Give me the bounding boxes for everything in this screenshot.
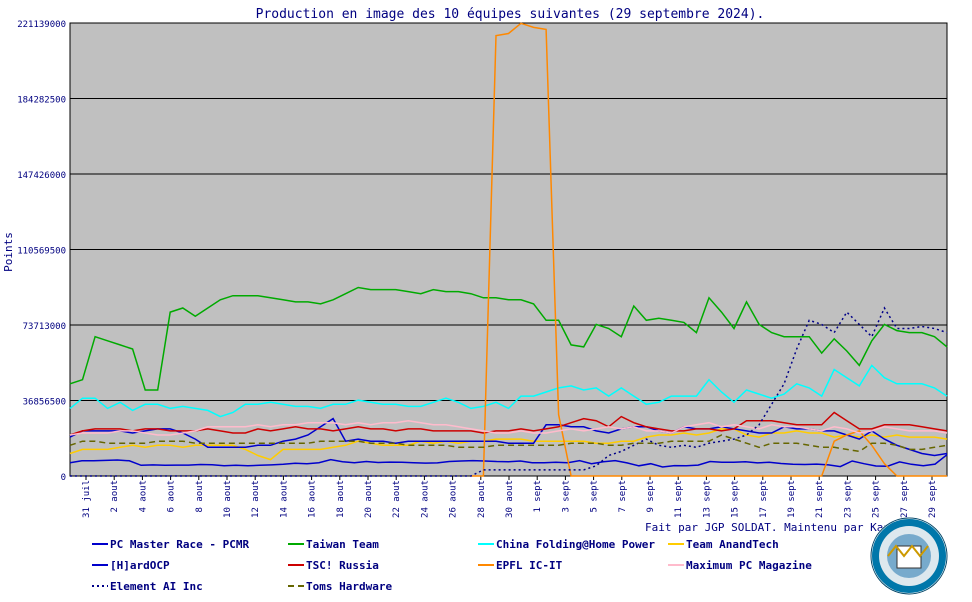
legend-label: PC Master Race - PCMR (110, 538, 249, 551)
y-tick-label: 110569500 (17, 247, 66, 257)
legend-label: Taiwan Team (306, 538, 379, 551)
x-tick-label: 26 aout (449, 480, 459, 518)
x-tick-label: 11 sept (674, 480, 684, 518)
legend-label: Toms Hardware (306, 580, 392, 593)
y-tick-label: 0 (61, 473, 66, 483)
series-line-team-anandtech (69, 428, 948, 461)
x-tick-label: 2 aout (110, 480, 120, 513)
x-tick-label: 31 juil (82, 480, 92, 518)
x-tick-label: 4 aout (138, 480, 148, 513)
x-tick-label: 9 sept (646, 480, 656, 513)
x-tick-label: 6 aout (167, 480, 177, 513)
x-tick-label: 22 aout (392, 480, 402, 518)
series-line-tsc-russia (69, 411, 948, 436)
series-line-element-ai-inc (70, 306, 948, 477)
chart-title: Production en image des 10 équipes suiva… (256, 7, 765, 22)
y-tick-label: 184282500 (17, 96, 66, 106)
legend-label: Element AI Inc (110, 580, 203, 593)
x-tick-label: 14 aout (279, 480, 289, 518)
x-tick-label: 28 aout (477, 480, 487, 518)
series-line-taiwan-team (69, 286, 948, 391)
grid (70, 98, 947, 401)
legend-label: EPFL IC-IT (496, 559, 563, 572)
x-tick-label: 18 aout (336, 480, 346, 518)
x-tick-label: 29 sept (928, 480, 938, 518)
legend-label: [H]ardOCP (110, 559, 170, 572)
legend-label: China Folding@Home Power (496, 538, 655, 551)
series-line--h-ardocp (69, 417, 948, 457)
x-tick-label: 25 sept (872, 480, 882, 518)
x-tick-label: 30 aout (505, 480, 515, 518)
x-tick-label: 12 aout (251, 480, 261, 518)
x-tick-label: 27 sept (900, 480, 910, 518)
x-tick-label: 7 sept (618, 480, 628, 513)
x-tick-label: 13 sept (702, 480, 712, 518)
team-logo (870, 517, 948, 595)
x-tick-label: 17 sept (759, 480, 769, 518)
y-tick-label: 73713000 (23, 322, 66, 332)
series-line-maximum-pc-magazine (69, 419, 948, 436)
legend-label: Maximum PC Magazine (686, 559, 812, 572)
x-tick-label: 10 aout (223, 480, 233, 518)
y-axis: 0 36856500 73713000 110569500 147426000 18428… (17, 20, 66, 483)
x-tick-label: 16 aout (308, 480, 318, 518)
x-tick-label: 23 sept (843, 480, 853, 518)
y-axis-label: Points (2, 232, 15, 272)
x-tick-label: 19 sept (787, 480, 797, 518)
x-tick-label: 8 aout (195, 480, 205, 513)
series-line-toms-hardware (69, 434, 948, 453)
x-axis: 31 juil 2 aout 4 aout 6 aout 8 aout 10 aout 12… (82, 476, 938, 518)
x-tick-label: 3 sept (561, 480, 571, 513)
series-line-pc-master-race-pcmr (69, 454, 948, 468)
legend-label: TSC! Russia (306, 559, 379, 572)
series-group (69, 22, 948, 477)
legend: PC Master Race - PCMR Taiwan Team China Fo… (92, 538, 812, 593)
y-tick-label: 147426000 (17, 171, 66, 181)
series-line-epfl-ic-it (470, 22, 947, 477)
x-tick-label: 24 aout (420, 480, 430, 518)
x-tick-label: 20 aout (364, 480, 374, 518)
x-tick-label: 5 sept (590, 480, 600, 513)
legend-label: Team AnandTech (686, 538, 779, 551)
credit-text: Fait par JGP SOLDAT. Maintenu par Kana-c… (645, 521, 930, 534)
x-tick-label: 1 sept (533, 480, 543, 513)
x-tick-label: 15 sept (731, 480, 741, 518)
series-line-china-folding-home-power (69, 364, 948, 418)
x-tick-label: 21 sept (815, 480, 825, 518)
y-tick-label: 36856500 (23, 398, 66, 408)
y-tick-label: 221139000 (17, 20, 66, 30)
